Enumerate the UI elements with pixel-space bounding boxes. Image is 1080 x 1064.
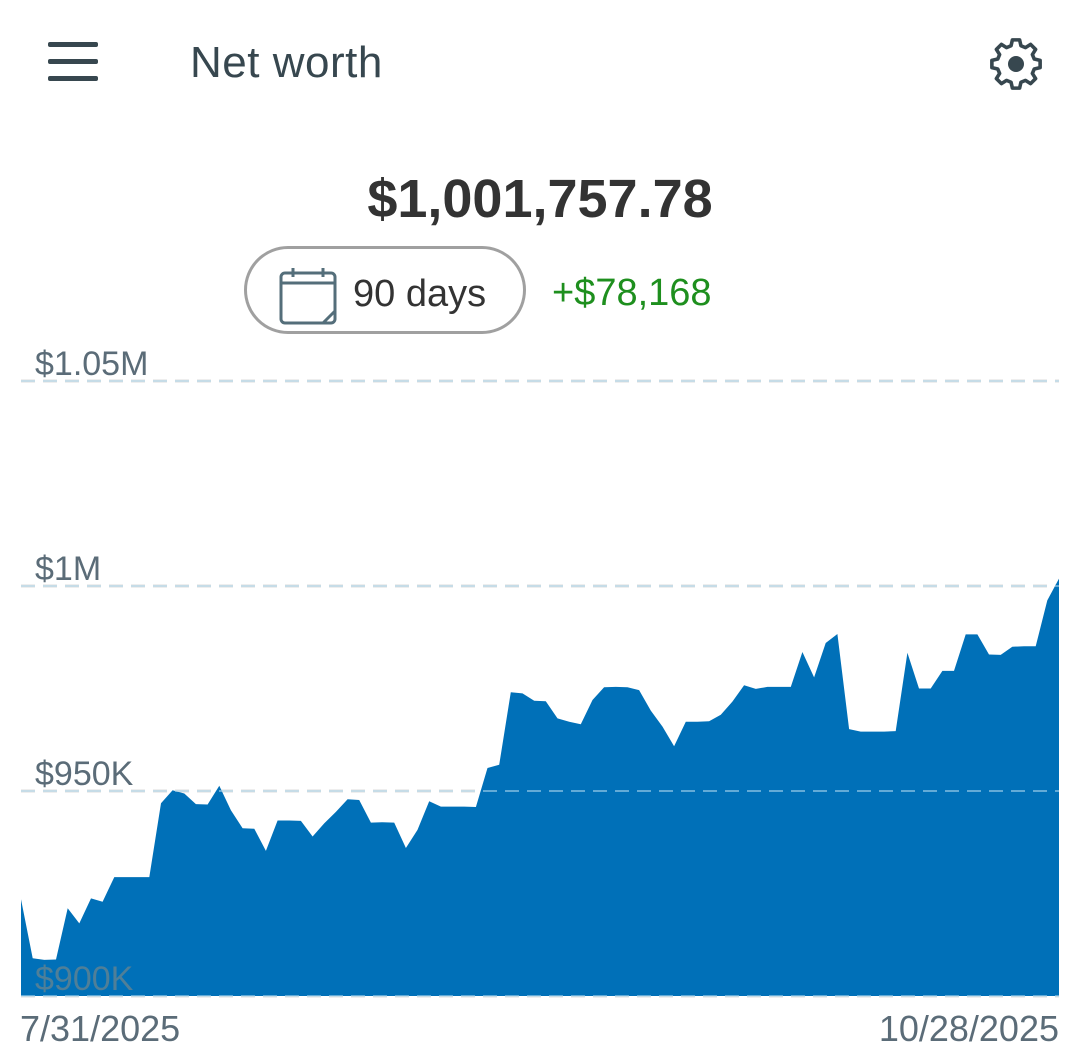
change-amount: +$78,168 [552,272,712,314]
app-bar: Net worth [0,0,1080,130]
y-tick-label: $1.05M [35,345,148,383]
x-end-label: 10/28/2025 [878,1008,1059,1049]
calendar-icon [277,265,339,327]
net-worth-area-series [21,578,1059,996]
x-start-label: 7/31/2025 [20,1008,181,1049]
date-range-button[interactable]: 90 days [244,246,526,334]
page-title: Net worth [190,38,383,87]
net-worth-total: $1,001,757.78 [367,169,713,229]
date-range-label: 90 days [353,273,487,315]
hamburger-menu-icon[interactable] [46,40,100,84]
net-worth-chart: $1.05M $1M $950K $900K [21,345,1059,998]
gear-icon[interactable] [988,36,1044,92]
y-tick-label: $950K [35,755,134,793]
y-tick-label: $900K [35,960,134,998]
y-tick-label: $1M [35,550,101,588]
